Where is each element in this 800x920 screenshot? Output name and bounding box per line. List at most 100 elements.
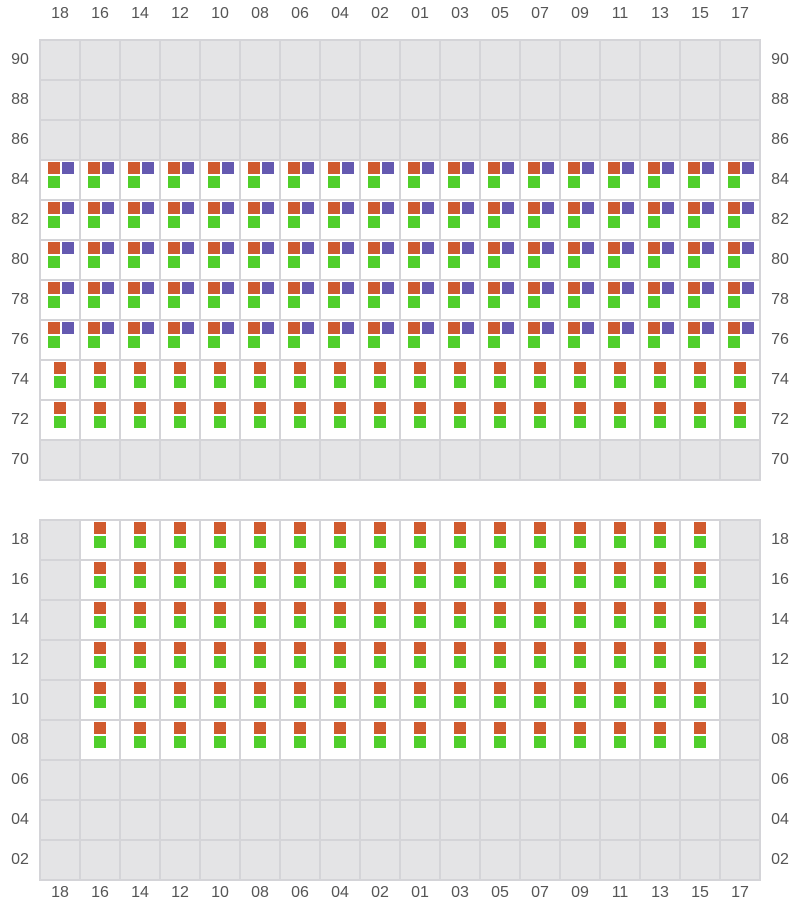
slot-occupied[interactable] [161,721,199,759]
slot-occupied[interactable] [681,521,719,559]
slot-occupied[interactable] [361,201,399,239]
container-green[interactable] [168,176,180,188]
container-green[interactable] [94,416,106,428]
slot-occupied[interactable] [41,281,79,319]
slot-empty[interactable] [41,761,79,799]
slot-occupied[interactable] [241,641,279,679]
container-orange[interactable] [94,402,106,414]
slot-empty[interactable] [201,121,239,159]
container-orange[interactable] [454,682,466,694]
container-green[interactable] [288,336,300,348]
slot-empty[interactable] [161,441,199,479]
slot-occupied[interactable] [281,281,319,319]
slot-occupied[interactable] [241,361,279,399]
container-green[interactable] [454,576,466,588]
container-orange[interactable] [408,242,420,254]
container-purple[interactable] [622,322,634,334]
slot-empty[interactable] [641,801,679,839]
slot-occupied[interactable] [161,641,199,679]
slot-empty[interactable] [281,761,319,799]
slot-empty[interactable] [241,81,279,119]
slot-occupied[interactable] [281,641,319,679]
container-green[interactable] [494,576,506,588]
slot-empty[interactable] [601,761,639,799]
container-orange[interactable] [134,522,146,534]
slot-empty[interactable] [41,41,79,79]
container-orange[interactable] [614,722,626,734]
slot-empty[interactable] [121,41,159,79]
container-orange[interactable] [214,642,226,654]
container-green[interactable] [694,696,706,708]
slot-empty[interactable] [681,801,719,839]
slot-occupied[interactable] [401,641,439,679]
container-purple[interactable] [222,162,234,174]
container-green[interactable] [488,296,500,308]
slot-occupied[interactable] [121,401,159,439]
container-green[interactable] [368,256,380,268]
slot-occupied[interactable] [161,521,199,559]
container-green[interactable] [208,176,220,188]
container-orange[interactable] [48,282,60,294]
slot-empty[interactable] [521,121,559,159]
container-orange[interactable] [694,362,706,374]
slot-occupied[interactable] [81,601,119,639]
container-purple[interactable] [302,242,314,254]
container-orange[interactable] [288,322,300,334]
container-orange[interactable] [574,722,586,734]
slot-occupied[interactable] [561,601,599,639]
container-green[interactable] [494,376,506,388]
container-orange[interactable] [174,642,186,654]
container-green[interactable] [688,296,700,308]
container-green[interactable] [528,216,540,228]
container-green[interactable] [174,576,186,588]
container-green[interactable] [374,656,386,668]
container-green[interactable] [608,296,620,308]
slot-occupied[interactable] [281,321,319,359]
slot-occupied[interactable] [201,401,239,439]
container-purple[interactable] [142,322,154,334]
container-green[interactable] [454,656,466,668]
container-orange[interactable] [454,522,466,534]
slot-occupied[interactable] [81,521,119,559]
container-orange[interactable] [414,402,426,414]
container-green[interactable] [728,176,740,188]
slot-empty[interactable] [401,81,439,119]
slot-occupied[interactable] [401,601,439,639]
container-green[interactable] [208,216,220,228]
container-purple[interactable] [742,322,754,334]
container-purple[interactable] [382,242,394,254]
container-green[interactable] [94,536,106,548]
slot-occupied[interactable] [681,401,719,439]
slot-occupied[interactable] [201,561,239,599]
container-green[interactable] [408,216,420,228]
container-purple[interactable] [542,162,554,174]
container-green[interactable] [614,656,626,668]
container-orange[interactable] [134,362,146,374]
container-purple[interactable] [742,202,754,214]
slot-empty[interactable] [521,81,559,119]
container-purple[interactable] [542,322,554,334]
slot-occupied[interactable] [481,161,519,199]
container-orange[interactable] [248,242,260,254]
slot-occupied[interactable] [81,401,119,439]
container-green[interactable] [574,576,586,588]
container-green[interactable] [614,536,626,548]
container-orange[interactable] [574,642,586,654]
container-green[interactable] [174,696,186,708]
container-green[interactable] [94,576,106,588]
container-orange[interactable] [288,202,300,214]
container-orange[interactable] [328,162,340,174]
container-purple[interactable] [222,282,234,294]
slot-occupied[interactable] [481,641,519,679]
container-green[interactable] [294,696,306,708]
container-orange[interactable] [334,362,346,374]
slot-empty[interactable] [521,441,559,479]
slot-occupied[interactable] [481,681,519,719]
slot-occupied[interactable] [321,241,359,279]
slot-occupied[interactable] [321,161,359,199]
container-orange[interactable] [88,282,100,294]
slot-empty[interactable] [601,841,639,879]
container-purple[interactable] [142,202,154,214]
container-green[interactable] [534,656,546,668]
container-purple[interactable] [542,202,554,214]
